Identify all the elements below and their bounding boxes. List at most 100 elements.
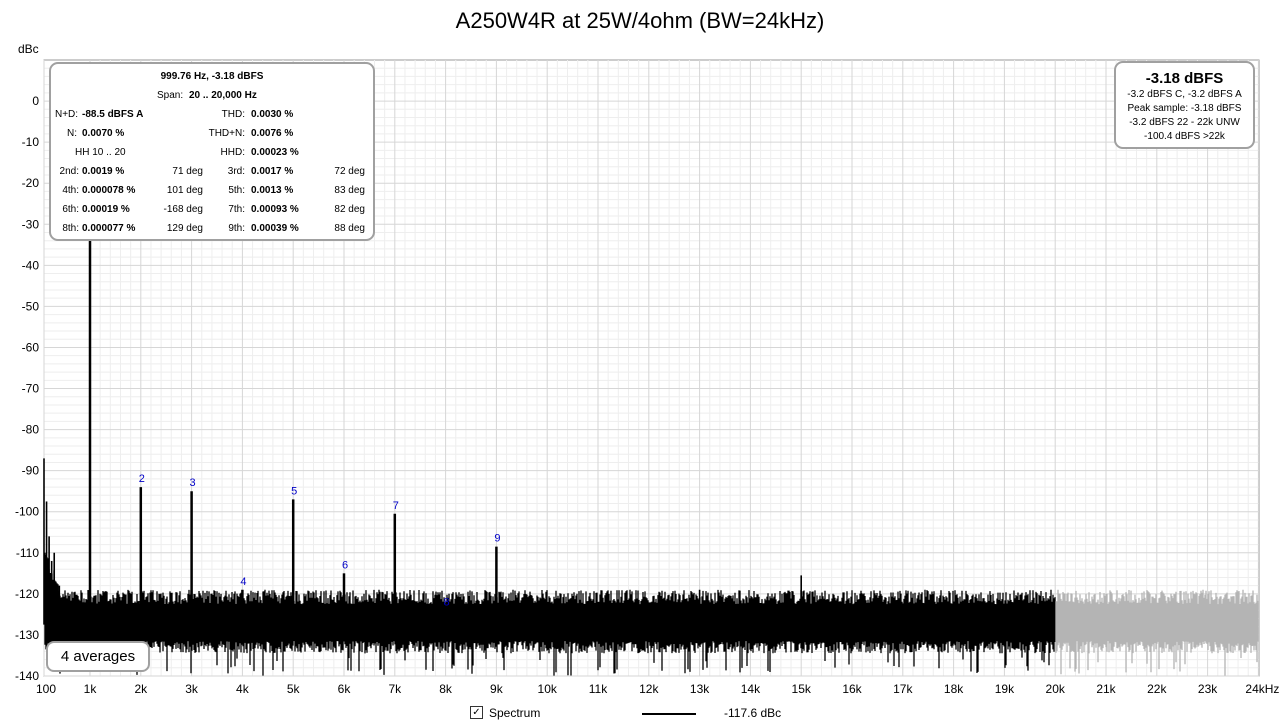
harmonic-number-label: 7: [393, 500, 399, 512]
harmonic-value: 0.00093 %: [251, 204, 299, 215]
x-tick-label: 9k: [490, 682, 504, 696]
harmonic-phase: 88 deg: [334, 223, 365, 234]
nd-label: N+D:: [55, 109, 79, 120]
x-tick-label: 23k: [1198, 682, 1218, 696]
x-tick-label: 15k: [792, 682, 812, 696]
harmonic-label: 8th:: [62, 223, 79, 234]
chart-title: A250W4R at 25W/4ohm (BW=24kHz): [455, 8, 825, 33]
x-tick-label: 17k: [893, 682, 913, 696]
harmonic-label: 5th:: [228, 185, 245, 196]
thdn-value: 0.0076 %: [251, 128, 294, 139]
x-tick-label: 20k: [1046, 682, 1066, 696]
harmonic-phase: 83 deg: [334, 185, 365, 196]
averages-badge: 4 averages: [46, 641, 150, 672]
x-tick-label: 1k: [84, 682, 98, 696]
y-tick-label: -100: [15, 505, 39, 519]
y-axis-ticks: 0 -10 -20 -30 -40 -50 -60 -70 -80 -90 -100 -110 -120…: [15, 94, 39, 683]
y-tick-label: -40: [22, 258, 40, 272]
y-tick-label: -50: [22, 299, 40, 313]
y-tick-label: -60: [22, 340, 40, 354]
x-tick-label: 8k: [439, 682, 453, 696]
hh-label: HH 10 .. 20: [75, 147, 126, 158]
harmonic-value: 0.000078 %: [82, 185, 136, 196]
x-tick-label: 5k: [287, 682, 301, 696]
harmonic-value: 0.00039 %: [251, 223, 299, 234]
legend-line-swatch: [642, 713, 696, 715]
x-tick-label: 18k: [944, 682, 964, 696]
y-axis-label: dBc: [18, 42, 39, 56]
harmonic-label: 9th:: [228, 223, 245, 234]
spectrum-checkbox[interactable]: ✓: [470, 706, 483, 719]
harmonic-label: 7th:: [228, 204, 245, 215]
x-tick-label: 24kHz: [1245, 682, 1279, 696]
harmonic-number-label: 6: [342, 559, 348, 571]
distortion-stats-panel[interactable]: 999.76 Hz, -3.18 dBFS Span: 20 .. 20,000…: [49, 62, 375, 241]
y-tick-label: -10: [22, 135, 40, 149]
harmonic-phase: 129 deg: [166, 223, 203, 234]
harmonic-label: 4th:: [62, 185, 79, 196]
thd-value: 0.0030 %: [251, 109, 294, 120]
noise-floor: [44, 552, 1259, 676]
n-label: N:: [67, 128, 77, 139]
harmonic-number-label: 2: [139, 473, 145, 485]
hhd-label: HHD:: [220, 147, 245, 158]
harmonic-value: 0.00019 %: [82, 204, 130, 215]
hhd-value: 0.00023 %: [251, 147, 299, 158]
harmonic-number-label: 4: [240, 576, 246, 588]
harmonic-row: 2nd: 0.0019 % 71 deg 3rd: 0.0017 % 72 deg: [51, 162, 373, 181]
n-value: 0.0070 %: [82, 128, 125, 139]
stats-header: 999.76 Hz, -3.18 dBFS: [160, 71, 264, 82]
y-tick-label: -110: [16, 546, 39, 560]
y-tick-label: -90: [22, 464, 40, 478]
harmonic-number-label: 3: [190, 477, 196, 489]
x-tick-label: 13k: [690, 682, 710, 696]
legend: ✓ Spectrum -117.6 dBc: [0, 702, 1280, 726]
harmonic-value: 0.0019 %: [82, 166, 125, 177]
harmonic-value: 0.0013 %: [251, 185, 294, 196]
harmonic-value: 0.000077 %: [82, 223, 136, 234]
y-tick-label: -70: [22, 382, 40, 396]
x-tick-label: 19k: [995, 682, 1015, 696]
x-tick-label: 11k: [589, 682, 608, 696]
harmonic-row: 6th: 0.00019 % -168 deg 7th: 0.00093 % 82 deg: [51, 200, 373, 219]
x-tick-label: 10k: [538, 682, 558, 696]
x-tick-label: 16k: [842, 682, 862, 696]
x-tick-label: 14k: [741, 682, 761, 696]
legend-series-name[interactable]: Spectrum: [489, 706, 541, 720]
thd-label: THD:: [221, 109, 245, 120]
noise-floor-trace-out-of-band: [1055, 589, 1259, 676]
level-line: -3.2 dBFS 22 - 22k UNW: [1129, 117, 1240, 128]
x-tick-label: 100: [36, 682, 56, 696]
harmonic-label: 6th:: [62, 204, 79, 215]
y-tick-label: -20: [22, 176, 40, 190]
x-tick-label: 6k: [338, 682, 352, 696]
harmonic-row: 8th: 0.000077 % 129 deg 9th: 0.00039 % 88 deg: [51, 219, 373, 238]
level-panel[interactable]: -3.18 dBFS -3.2 dBFS C, -3.2 dBFS A Peak…: [1114, 61, 1255, 149]
level-line: -3.2 dBFS C, -3.2 dBFS A: [1127, 89, 1242, 100]
y-tick-label: -80: [22, 423, 40, 437]
harmonic-phase: 82 deg: [334, 204, 365, 215]
harmonic-row: 4th: 0.000078 % 101 deg 5th: 0.0013 % 83 deg: [51, 181, 373, 200]
harmonic-label: 2nd:: [59, 166, 79, 177]
x-tick-label: 12k: [639, 682, 659, 696]
legend-cursor-value: -117.6 dBc: [724, 706, 782, 720]
level-main: -3.18 dBFS: [1145, 70, 1224, 87]
harmonic-phase: 101 deg: [166, 185, 203, 196]
harmonic-number-label: 9: [494, 533, 500, 545]
harmonic-value: 0.0017 %: [251, 166, 294, 177]
x-tick-label: 2k: [134, 682, 148, 696]
harmonic-number-label: 8: [444, 596, 450, 608]
harmonic-phase: 72 deg: [334, 166, 365, 177]
y-tick-label: -30: [22, 217, 40, 231]
x-tick-label: 4k: [236, 682, 250, 696]
x-tick-label: 7k: [388, 682, 402, 696]
x-axis-ticks: 100 1k 2k 3k 4k 5k 6k 7k 8k 9k 10k 11k 12k 13k 14k 15k 1…: [36, 682, 1279, 696]
noise-floor-trace: [44, 552, 1056, 676]
y-tick-label: -130: [15, 628, 39, 642]
harmonic-phase: -168 deg: [163, 204, 203, 215]
harmonic-number-label: 5: [291, 485, 297, 497]
harmonic-label: 3rd:: [227, 166, 245, 177]
harmonic-phase: 71 deg: [172, 166, 203, 177]
y-tick-label: -120: [15, 587, 39, 601]
nd-value: -88.5 dBFS A: [82, 109, 144, 120]
